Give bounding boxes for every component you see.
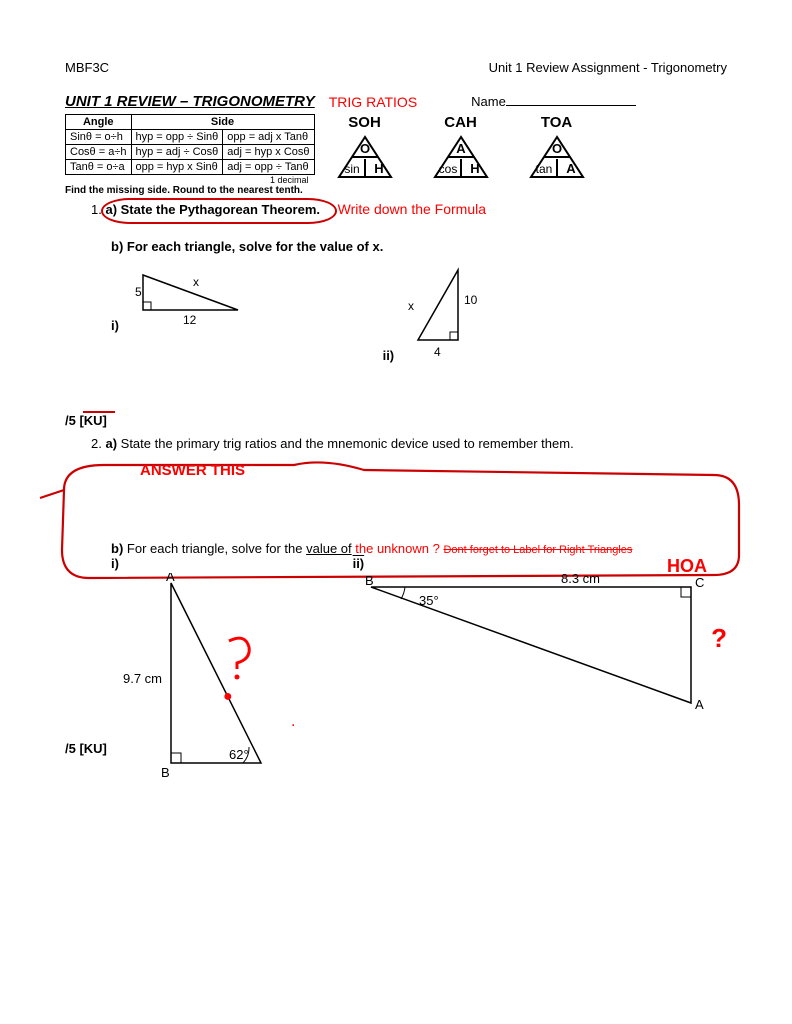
svg-text:O: O	[551, 141, 561, 156]
cutoff-text: Find the missing side. Round to the near…	[65, 185, 325, 195]
q2b-unknown: the unknown ?	[355, 541, 440, 556]
write-formula-annotation: Write down the Formula	[338, 201, 486, 217]
triangle-2bii: B C A 8.3 cm 35°	[361, 573, 721, 733]
svg-text:O: O	[359, 141, 369, 156]
svg-text:C: C	[695, 575, 704, 590]
q1-number: 1.	[91, 202, 102, 217]
svg-text:H: H	[470, 161, 479, 176]
red-dot-icon: ●	[223, 688, 233, 706]
toa-label: TOA	[527, 114, 587, 131]
mark-5ku-1: /5 [KU]	[65, 413, 107, 428]
cell: adj = hyp x Cosθ	[223, 145, 314, 160]
question-mark-icon	[221, 633, 261, 683]
svg-text:A: A	[456, 141, 466, 156]
svg-text:5: 5	[135, 285, 142, 299]
cell: Cosθ = a÷h	[66, 145, 132, 160]
svg-text:9.7 cm: 9.7 cm	[123, 671, 162, 686]
svg-text:sin: sin	[344, 162, 359, 176]
svg-text:A: A	[166, 573, 175, 584]
svg-text:tan: tan	[535, 162, 552, 176]
cah-triangle-icon: A cos H	[431, 135, 491, 179]
svg-text:B: B	[161, 765, 170, 780]
decimal-note: 1 decimal	[65, 175, 315, 185]
answer-this-annotation: ANSWER THIS	[140, 462, 245, 479]
q1b-i: i)	[111, 318, 119, 333]
circle-annotation	[101, 198, 337, 224]
svg-text:A: A	[566, 161, 576, 176]
cah-label: CAH	[431, 114, 491, 131]
cell: hyp = adj ÷ Cosθ	[131, 145, 223, 160]
ratio-table: Angle Side Sinθ = o÷h hyp = opp ÷ Sinθ o…	[65, 114, 315, 175]
triangle-2bi: A B 9.7 cm 62°	[111, 573, 311, 793]
q2a-text: a) State the primary trig ratios and the…	[105, 436, 573, 451]
underline-annotation	[83, 411, 115, 413]
cell: opp = hyp x Sinθ	[131, 160, 223, 175]
svg-text:10: 10	[464, 293, 478, 307]
soh-triangle-icon: O sin H	[335, 135, 395, 179]
triangle-1bii: x 10 4	[398, 260, 508, 360]
svg-text:A: A	[695, 697, 704, 712]
triangle-1bi: 5 12 x	[123, 260, 253, 330]
cell: opp = adj x Tanθ	[223, 130, 314, 145]
q2b-i: i)	[111, 556, 119, 571]
mark-5ku-2: /5 [KU]	[65, 741, 107, 756]
red-dot-icon: .	[291, 713, 295, 731]
q1b-text: b) For each triangle, solve for the valu…	[111, 239, 383, 254]
svg-text:35°: 35°	[419, 593, 439, 608]
svg-text:12: 12	[183, 313, 197, 327]
q1b-ii: ii)	[383, 348, 395, 363]
name-field[interactable]	[506, 105, 636, 106]
trig-ratios-label: TRIG RATIOS	[329, 94, 417, 110]
cell: Tanθ = o÷a	[66, 160, 132, 175]
q2b-label-note: Dont forget to Label for Right Triangles	[443, 544, 632, 556]
svg-text:8.3 cm: 8.3 cm	[561, 573, 600, 586]
name-label: Name	[471, 94, 506, 109]
svg-text:cos: cos	[438, 162, 457, 176]
th-side: Side	[131, 115, 314, 130]
mnemonic-triangles: SOH O sin H CAH A cos H	[335, 114, 587, 179]
assignment-title: Unit 1 Review Assignment - Trigonometry	[489, 60, 727, 75]
toa-triangle-icon: O tan A	[527, 135, 587, 179]
q2b-ii: ii)	[353, 556, 365, 571]
svg-text:4: 4	[434, 345, 441, 359]
cell: Sinθ = o÷h	[66, 130, 132, 145]
q2-number: 2.	[91, 436, 102, 451]
svg-text:x: x	[408, 299, 414, 313]
svg-text:B: B	[365, 573, 374, 588]
svg-text:H: H	[374, 161, 383, 176]
unit-title: UNIT 1 REVIEW – TRIGONOMETRY	[65, 93, 315, 110]
course-code: MBF3C	[65, 60, 109, 75]
cell: adj = opp ÷ Tanθ	[223, 160, 314, 175]
soh-label: SOH	[335, 114, 395, 131]
question-mark-icon: ?	[711, 623, 727, 654]
cell: hyp = opp ÷ Sinθ	[131, 130, 223, 145]
q2b-pre: b) For each triangle, solve for the valu…	[111, 541, 352, 556]
svg-text:x: x	[193, 275, 199, 289]
th-angle: Angle	[66, 115, 132, 130]
